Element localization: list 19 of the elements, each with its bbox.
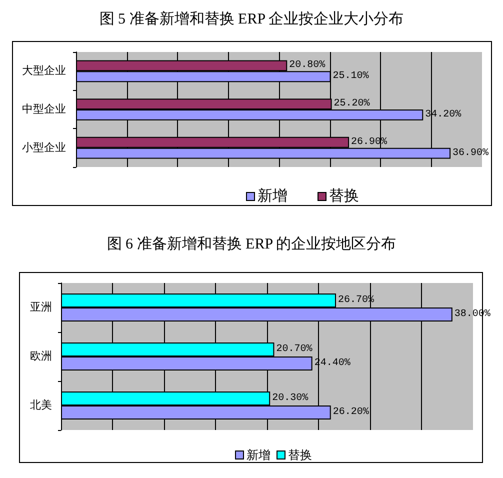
data-label: 36.90% bbox=[452, 148, 489, 159]
legend-label: 替换 bbox=[329, 188, 359, 204]
data-label: 26.20% bbox=[332, 406, 369, 418]
chart-title: 图 6 准备新增和替换 ERP 的企业按地区分布 bbox=[106, 236, 396, 252]
legend-label: 新增 bbox=[258, 188, 288, 204]
data-label: 20.80% bbox=[289, 60, 326, 72]
data-label: 25.10% bbox=[332, 71, 369, 82]
chart-title: 图 5 准备新增和替换 ERP 企业按企业大小分布 bbox=[99, 10, 404, 28]
data-label: 25.20% bbox=[334, 98, 370, 110]
legend-label: 新增 bbox=[246, 448, 270, 462]
y-tick-label: 大型企业 bbox=[22, 64, 66, 78]
legend-label: 替换 bbox=[288, 448, 312, 462]
y-tick-label: 北美 bbox=[30, 398, 52, 412]
y-tick-label: 小型企业 bbox=[22, 140, 66, 154]
data-label: 20.30% bbox=[272, 393, 308, 404]
data-label: 20.70% bbox=[276, 344, 312, 356]
y-tick-label: 欧洲 bbox=[30, 350, 52, 362]
y-tick-label: 中型企业 bbox=[22, 102, 66, 116]
y-tick-label: 亚洲 bbox=[30, 300, 52, 314]
